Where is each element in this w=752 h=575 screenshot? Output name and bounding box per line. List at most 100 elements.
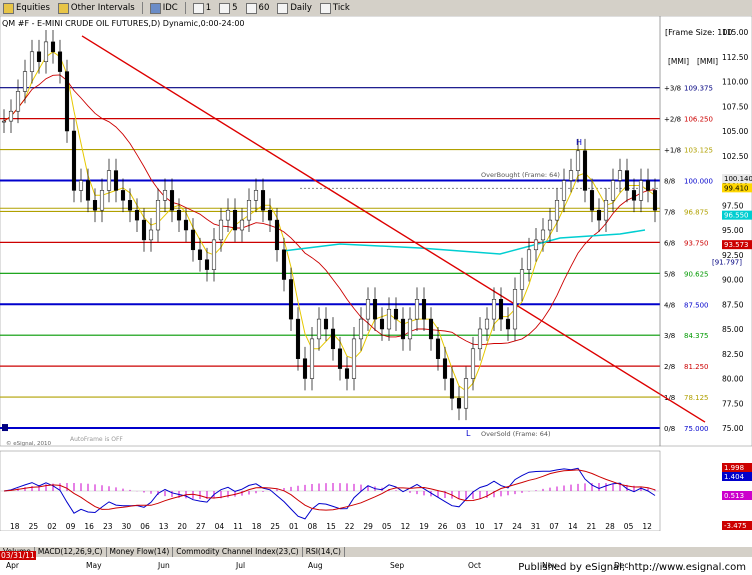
x-month-label: May	[86, 561, 102, 570]
chart-window[interactable]: +3/8 109.375 +2/8 106.250 +1/8 103.125 8/8 100.…	[0, 15, 752, 561]
x-day-label: 09	[66, 522, 76, 531]
candle-body	[197, 249, 203, 260]
candle-body	[477, 328, 483, 350]
y-tick-label: 80.00	[722, 375, 744, 384]
oversold-label: OverSold (Frame: 64)	[481, 430, 551, 438]
candle-body	[470, 348, 476, 379]
candle-body	[323, 318, 329, 330]
candle-body	[113, 170, 119, 191]
candle-body	[162, 190, 168, 201]
candle-body	[540, 229, 546, 241]
toolbar-label: Equities	[16, 3, 50, 13]
toolbar-tick[interactable]: Tick	[317, 1, 353, 15]
x-day-label: 31	[531, 522, 541, 531]
x-day-label: 12	[401, 522, 411, 531]
murrey-level-label: 5/8	[664, 270, 675, 278]
x-day-label: 21	[587, 522, 597, 531]
settings-icon	[149, 2, 161, 14]
x-month-label: Apr	[6, 561, 19, 570]
candle-body	[218, 219, 224, 241]
candle-body	[36, 51, 42, 62]
toolbar-1[interactable]: 1	[190, 1, 214, 15]
candle-body	[330, 328, 336, 350]
study-tab[interactable]: RSI(14,C)	[303, 547, 345, 557]
candle-body	[624, 170, 630, 191]
candle-body	[155, 200, 161, 231]
candle-body	[449, 378, 455, 399]
osc-red-line	[3, 469, 656, 511]
murrey-value-label: 109.375	[684, 85, 713, 93]
price-label-bg	[722, 174, 752, 184]
osc-value-3-bg	[722, 491, 752, 500]
murrey-level-label: 6/8	[664, 239, 675, 247]
y-tick-label: 110.00	[722, 78, 748, 87]
toolbar-other-intervals[interactable]: Other Intervals	[55, 1, 138, 15]
toolbar-60[interactable]: 60	[243, 1, 273, 15]
folder-icon	[57, 2, 69, 14]
candle-body	[64, 71, 70, 132]
candle-body	[8, 110, 14, 122]
study-tab[interactable]: MACD(12,26,9,C)	[35, 547, 107, 557]
murrey-value-label: 87.500	[684, 301, 709, 309]
y-tick-label: 97.50	[722, 201, 744, 210]
study-tab[interactable]: Commodity Channel Index(23,C)	[173, 547, 303, 557]
toolbar-label: IDC	[162, 3, 178, 13]
x-month-label: Aug	[308, 561, 323, 570]
x-day-label: 15	[326, 522, 336, 531]
x-day-label: 03	[456, 522, 466, 531]
x-day-label: 02	[47, 522, 57, 531]
candle-body	[99, 190, 105, 211]
candle-body	[638, 180, 644, 201]
x-month-label: Dec	[614, 561, 629, 570]
candle-body	[302, 358, 308, 379]
x-day-label: 08	[308, 522, 318, 531]
candle-body	[211, 239, 217, 270]
slow-ma-line	[3, 74, 656, 346]
candle-body	[85, 180, 91, 201]
osc-value-1: 1.998	[724, 464, 744, 472]
y-tick-label: 90.00	[722, 276, 744, 285]
candle-body	[344, 368, 350, 379]
toolbar-label: Tick	[332, 3, 350, 13]
candle-body	[71, 130, 77, 191]
candle-body	[183, 219, 189, 231]
y-tick-label: 82.50	[722, 350, 744, 359]
toolbar-5[interactable]: 5	[216, 1, 240, 15]
osc-value-2-bg	[722, 472, 752, 481]
mmi-label: [MMI]	[668, 57, 689, 66]
murrey-level-label: 0/8	[664, 425, 675, 433]
mmi-label-2: [MMI]	[697, 57, 718, 66]
cyan-label: 96.550	[724, 212, 749, 220]
candle-body	[505, 318, 511, 330]
candle-body	[134, 209, 140, 221]
candle-body	[365, 299, 371, 320]
x-month-row: Apr May Jun Jul Aug Sep Oct Nov Dec 03/31/11	[0, 551, 660, 575]
murrey-value-label: 84.375	[684, 332, 709, 340]
toolbar-idc[interactable]: IDC	[147, 1, 181, 15]
candle-body	[267, 209, 273, 221]
study-tab[interactable]: Money Flow(14)	[107, 547, 174, 557]
candle-body	[484, 318, 490, 330]
candle-body	[120, 190, 126, 201]
toolbar-label: 5	[232, 3, 238, 13]
candle-body	[435, 338, 441, 359]
candle-body	[498, 299, 504, 320]
candle-body	[15, 91, 21, 112]
murrey-level-label: 7/8	[664, 208, 675, 216]
candle-body	[442, 358, 448, 379]
candle-body	[239, 219, 245, 231]
candle-body	[29, 51, 35, 72]
toolbar-equities[interactable]: Equities	[0, 1, 53, 15]
red-label-bg	[722, 240, 752, 250]
candle-body	[547, 219, 553, 231]
candle-body	[575, 150, 581, 171]
y-tick-label: 85.00	[722, 325, 744, 334]
candle-body	[400, 318, 406, 340]
x-day-label: 24	[512, 522, 522, 531]
candle-body	[610, 180, 616, 201]
page-icon	[192, 2, 204, 14]
toolbar-daily[interactable]: Daily	[274, 1, 315, 15]
x-day-label: 25	[29, 522, 39, 531]
candle-body	[281, 249, 287, 280]
